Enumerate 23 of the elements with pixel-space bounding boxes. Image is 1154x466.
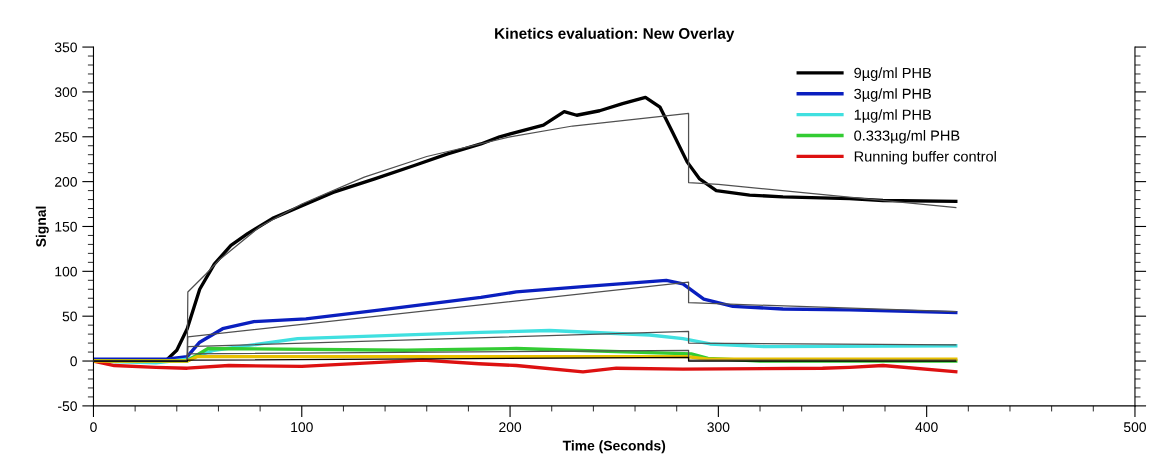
y-tick-label: 300	[54, 87, 77, 98]
y-tick-label: 100	[55, 266, 77, 277]
x-tick-label: 400	[915, 422, 938, 433]
chart-title: Kinetics evaluation: New Overlay	[495, 27, 735, 42]
y-tick-label: -50	[58, 401, 77, 412]
y-tick-label: 150	[55, 221, 77, 232]
legend-label: 1µg/ml PHB	[854, 109, 931, 123]
legend-label: 9µg/ml PHB	[854, 67, 931, 81]
x-tick-label: 100	[291, 422, 313, 433]
legend-label: 0.333µg/ml PHB	[854, 130, 960, 144]
y-tick-label: 0	[70, 356, 77, 367]
legend-label: 3µg/ml PHB	[854, 88, 931, 102]
y-tick-label: 50	[62, 311, 77, 322]
y-axis-title: Signal	[35, 206, 49, 247]
y-tick-label: 200	[55, 176, 77, 187]
x-axis-title: Time (Seconds)	[562, 440, 666, 454]
x-tick-label: 200	[499, 422, 522, 433]
y-tick-label: 250	[55, 132, 77, 142]
x-tick-label: 300	[707, 422, 730, 433]
x-tick-label: 0	[90, 422, 97, 433]
x-tick-label: 500	[1123, 422, 1146, 433]
y-tick-label: 350	[54, 42, 77, 53]
legend-label: Running buffer control	[854, 150, 996, 165]
